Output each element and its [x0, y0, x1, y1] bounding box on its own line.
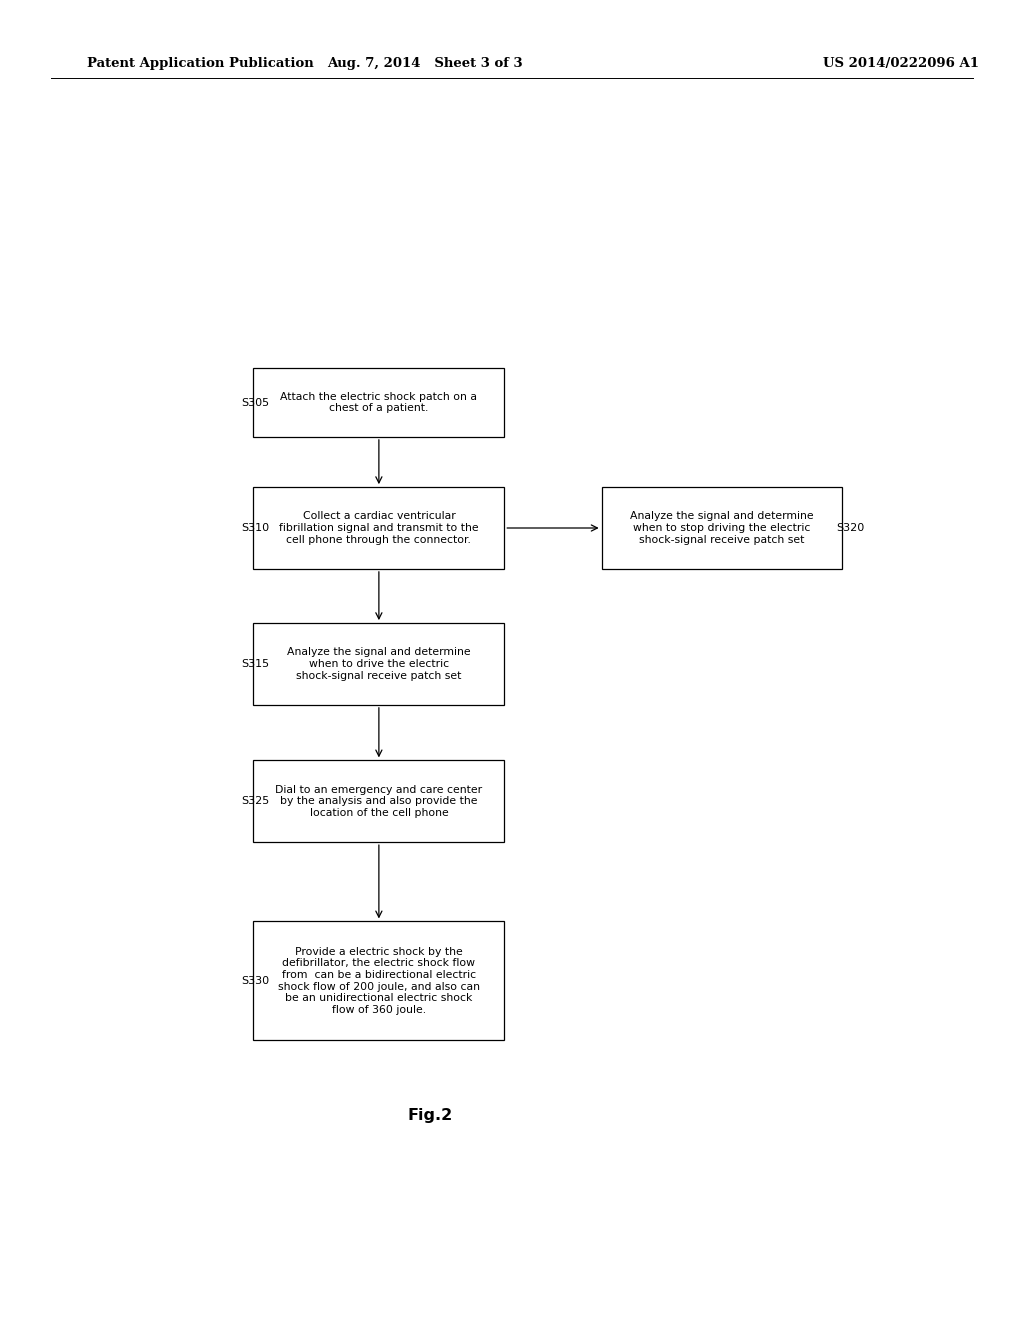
FancyBboxPatch shape — [254, 487, 504, 569]
FancyBboxPatch shape — [254, 368, 504, 437]
Text: S330: S330 — [242, 975, 269, 986]
Text: Fig.2: Fig.2 — [408, 1107, 453, 1123]
Text: Analyze the signal and determine
when to stop driving the electric
shock-signal : Analyze the signal and determine when to… — [630, 511, 814, 545]
Text: S310: S310 — [242, 523, 269, 533]
Text: S320: S320 — [837, 523, 865, 533]
Text: S315: S315 — [242, 659, 269, 669]
Text: Attach the electric shock patch on a
chest of a patient.: Attach the electric shock patch on a che… — [281, 392, 477, 413]
Text: Aug. 7, 2014   Sheet 3 of 3: Aug. 7, 2014 Sheet 3 of 3 — [327, 57, 523, 70]
Text: Provide a electric shock by the
defibrillator, the electric shock flow
from  can: Provide a electric shock by the defibril… — [278, 946, 480, 1015]
Text: US 2014/0222096 A1: US 2014/0222096 A1 — [823, 57, 979, 70]
FancyBboxPatch shape — [254, 623, 504, 705]
FancyBboxPatch shape — [254, 921, 504, 1040]
Text: Collect a cardiac ventricular
fibrillation signal and transmit to the
cell phone: Collect a cardiac ventricular fibrillati… — [280, 511, 478, 545]
Text: S325: S325 — [241, 796, 269, 807]
FancyBboxPatch shape — [601, 487, 842, 569]
Text: Dial to an emergency and care center
by the analysis and also provide the
locati: Dial to an emergency and care center by … — [275, 784, 482, 818]
Text: S305: S305 — [242, 397, 269, 408]
Text: Analyze the signal and determine
when to drive the electric
shock-signal receive: Analyze the signal and determine when to… — [287, 647, 471, 681]
Text: Patent Application Publication: Patent Application Publication — [87, 57, 313, 70]
FancyBboxPatch shape — [254, 760, 504, 842]
